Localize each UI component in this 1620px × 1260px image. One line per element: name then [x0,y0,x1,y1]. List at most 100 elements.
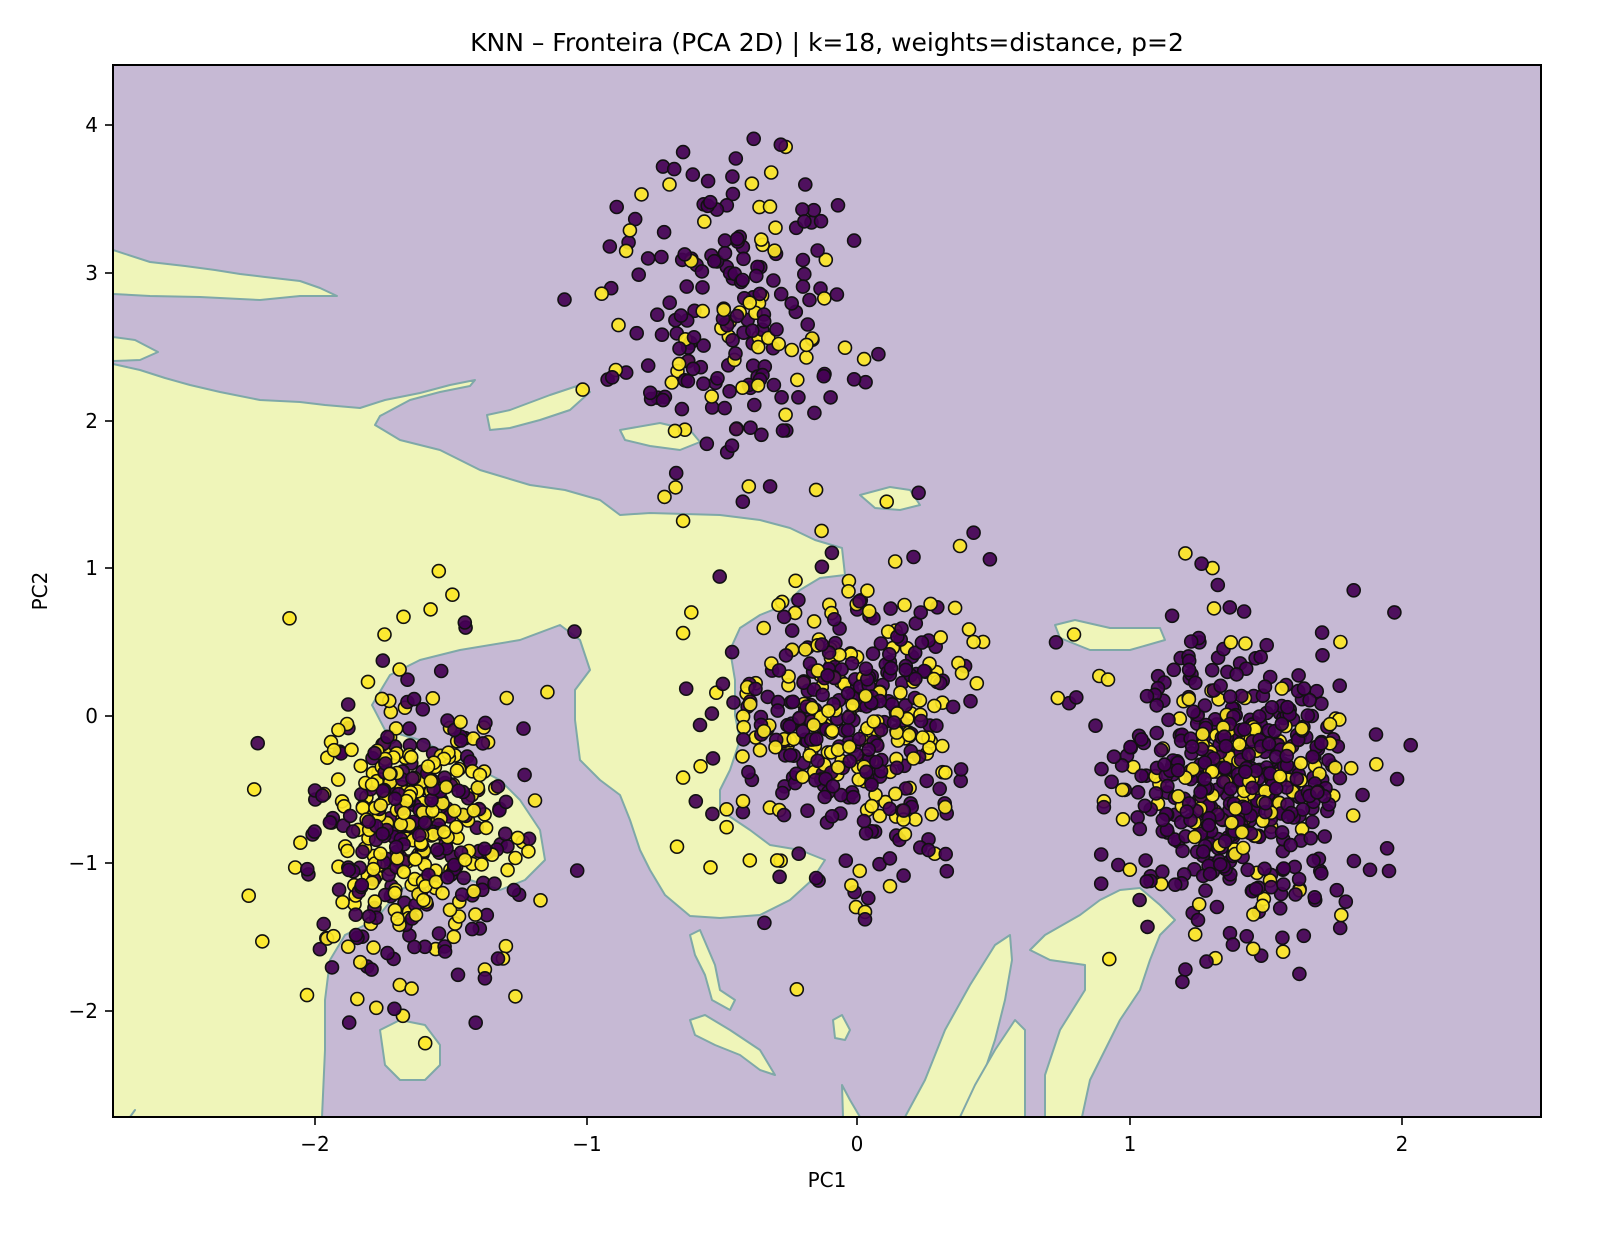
data-point-class-0 [796,266,812,282]
data-point-class-1 [806,614,822,629]
data-point-class-0 [250,735,266,751]
data-point-class-1 [915,730,930,745]
data-point-class-0 [851,731,867,747]
data-point-class-0 [433,663,449,679]
data-point-class-0 [1261,736,1277,752]
data-point-class-0 [696,376,711,392]
data-point-class-0 [1132,821,1148,837]
data-point-class-0 [490,779,506,794]
data-point-class-1 [671,356,687,372]
data-point-class-1 [683,605,699,620]
data-point-class-0 [1157,757,1172,772]
data-point-class-0 [477,841,492,857]
data-point-class-0 [696,338,711,353]
data-point-class-0 [1264,699,1280,715]
data-point-class-0 [361,814,377,829]
data-point-class-0 [756,314,772,329]
data-point-class-0 [774,389,789,405]
data-point-class-1 [897,597,912,613]
data-point-class-0 [830,198,846,213]
data-point-class-0 [631,267,647,283]
data-point-class-0 [706,253,722,269]
data-point-class-1 [622,223,638,238]
data-point-class-0 [1279,748,1294,764]
data-point-class-0 [685,167,701,182]
data-point-class-0 [1181,662,1197,678]
data-point-class-0 [1197,771,1212,787]
data-point-class-1 [1206,601,1222,616]
data-point-class-1 [860,583,875,599]
data-point-class-1 [446,803,462,819]
data-point-class-1 [752,742,768,758]
data-point-class-0 [1218,738,1234,754]
data-point-class-1 [299,987,315,1003]
data-point-class-1 [861,603,877,619]
data-point-class-0 [1288,887,1303,902]
data-point-class-0 [345,824,361,839]
data-point-class-0 [1329,882,1345,898]
data-point-class-0 [735,272,750,288]
data-point-class-0 [1268,781,1284,796]
data-point-class-1 [457,852,473,868]
data-point-class-0 [354,877,370,893]
data-point-class-0 [871,346,886,362]
data-point-class-0 [1389,771,1405,787]
data-point-class-1 [789,981,805,997]
data-point-class-0 [1139,874,1155,889]
data-point-class-1 [470,780,486,796]
data-point-class-1 [349,991,365,1007]
data-point-class-0 [1307,889,1322,905]
data-point-class-0 [1248,881,1264,897]
data-point-class-1 [695,303,711,319]
data-point-class-0 [1237,721,1252,737]
data-point-class-1 [1343,760,1359,776]
data-point-class-0 [477,970,493,986]
data-point-class-0 [1315,647,1330,663]
data-point-class-0 [1178,962,1193,977]
data-point-class-1 [388,721,404,736]
data-point-class-0 [417,815,433,831]
data-point-class-0 [725,186,741,202]
data-point-class-1 [856,351,872,367]
x-tick-label: 0 [851,1132,864,1156]
data-point-class-0 [1170,762,1186,778]
x-tick-label: 1 [1124,1132,1137,1156]
data-point-class-0 [1093,876,1109,892]
data-point-class-0 [945,699,961,715]
data-point-class-0 [1368,727,1384,742]
data-point-class-0 [1310,785,1325,800]
data-point-class-0 [1229,667,1244,682]
data-point-class-1 [667,423,683,439]
data-point-class-1 [937,799,953,815]
data-point-class-0 [860,890,876,906]
data-point-class-0 [938,846,954,862]
data-point-class-0 [748,268,764,284]
data-point-class-1 [769,853,785,868]
y-axis-label: PC2 [28,572,52,611]
data-point-class-0 [342,808,358,824]
data-point-class-1 [858,688,873,704]
data-point-class-1 [442,902,458,918]
data-point-class-0 [464,921,480,937]
data-point-class-0 [982,551,998,567]
data-point-class-0 [705,751,721,766]
data-point-class-1 [445,587,460,603]
data-point-class-1 [808,482,824,498]
data-point-class-0 [1175,974,1190,990]
data-point-class-0 [649,307,665,323]
data-point-class-0 [666,161,682,177]
data-point-class-1 [287,860,303,875]
data-point-class-0 [1387,605,1402,620]
data-point-class-0 [858,661,874,677]
data-point-class-1 [373,798,389,813]
data-point-class-0 [415,701,431,717]
data-point-class-1 [1235,840,1251,856]
data-point-class-0 [728,151,744,166]
data-point-class-0 [1217,760,1233,776]
data-point-class-1 [382,766,398,782]
data-point-class-0 [846,233,862,248]
data-point-class-1 [771,597,786,613]
data-point-class-0 [865,646,881,662]
data-point-class-0 [672,341,687,356]
data-point-class-0 [1252,709,1267,724]
